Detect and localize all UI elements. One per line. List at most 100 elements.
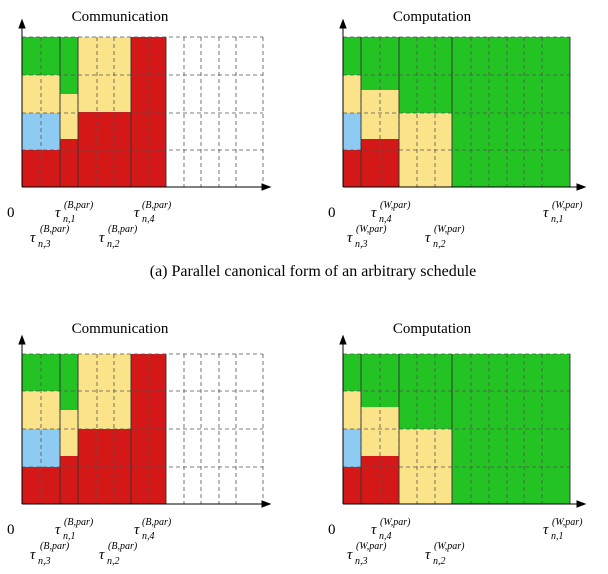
block-red bbox=[60, 139, 78, 187]
computation-panel-a: Computation bbox=[328, 9, 587, 250]
svg-text:(W,par): (W,par) bbox=[434, 541, 465, 552]
svg-text:τ: τ bbox=[134, 205, 140, 221]
svg-text:(B,par): (B,par) bbox=[142, 517, 172, 528]
block-red bbox=[22, 150, 60, 187]
origin-label: 0 bbox=[7, 522, 15, 538]
tau-label-n2-lower: τ n,2 (B,par) bbox=[99, 541, 138, 567]
svg-text:τ: τ bbox=[55, 522, 61, 538]
svg-text:(B,par): (B,par) bbox=[40, 541, 70, 552]
svg-text:n,4: n,4 bbox=[142, 214, 155, 225]
block-borders bbox=[59, 354, 167, 504]
svg-text:(W,par): (W,par) bbox=[356, 541, 387, 552]
block-yellow bbox=[343, 391, 361, 429]
tau-label-n3-lower: τ n,3 (B,par) bbox=[30, 541, 70, 567]
svg-text:τ: τ bbox=[134, 522, 140, 538]
svg-text:(B,par): (B,par) bbox=[108, 541, 138, 552]
panel-title: Communication bbox=[72, 9, 169, 25]
block-green bbox=[60, 354, 78, 410]
communication-panel-a: Communication bbox=[7, 9, 272, 250]
svg-text:τ: τ bbox=[55, 205, 61, 221]
origin-label: 0 bbox=[328, 522, 336, 538]
block-red bbox=[131, 37, 166, 187]
tau-label-n2-lower: τ n,2 (W,par) bbox=[425, 541, 465, 567]
block-green bbox=[452, 37, 570, 187]
svg-text:τ: τ bbox=[425, 230, 431, 246]
svg-text:n,2: n,2 bbox=[433, 556, 446, 567]
schedule-blocks bbox=[343, 37, 570, 187]
panel-title: Communication bbox=[72, 321, 169, 337]
schedule-blocks bbox=[22, 37, 166, 187]
svg-text:(B,par): (B,par) bbox=[108, 224, 138, 235]
caption-a: (a) Parallel canonical form of an arbitr… bbox=[150, 263, 477, 280]
svg-text:(W,par): (W,par) bbox=[380, 517, 411, 528]
svg-text:n,2: n,2 bbox=[433, 239, 446, 250]
block-yellow bbox=[60, 410, 78, 456]
svg-text:(W,par): (W,par) bbox=[552, 517, 583, 528]
block-yellow bbox=[60, 94, 78, 139]
svg-text:τ: τ bbox=[99, 547, 105, 563]
panel-title: Computation bbox=[393, 321, 472, 337]
svg-text:τ: τ bbox=[425, 547, 431, 563]
block-green bbox=[60, 37, 78, 94]
tau-label-n2-lower: τ n,2 (B,par) bbox=[99, 224, 138, 250]
block-red bbox=[22, 467, 60, 504]
tau-label-n1-upper: τ n,1 (W,par) bbox=[543, 200, 583, 225]
block-blue bbox=[343, 429, 361, 467]
computation-panel-b: Computation bbox=[328, 321, 587, 567]
origin-label: 0 bbox=[328, 205, 336, 221]
block-borders bbox=[360, 354, 571, 504]
diagram-a: Communication bbox=[7, 9, 587, 280]
block-blue bbox=[343, 113, 361, 150]
tau-label-n1-upper: τ n,1 (W,par) bbox=[543, 517, 583, 542]
block-red bbox=[343, 150, 361, 187]
svg-text:n,3: n,3 bbox=[38, 239, 51, 250]
svg-text:n,4: n,4 bbox=[379, 214, 392, 225]
diagram-b: Communication bbox=[7, 321, 587, 567]
tau-label-n2-lower: τ n,2 (W,par) bbox=[425, 224, 465, 250]
panel-title: Computation bbox=[393, 9, 472, 25]
svg-text:τ: τ bbox=[347, 230, 353, 246]
communication-panel-b: Communication bbox=[7, 321, 272, 567]
svg-text:(B,par): (B,par) bbox=[142, 200, 172, 211]
svg-text:n,1: n,1 bbox=[551, 214, 564, 225]
schedule-blocks bbox=[22, 354, 166, 504]
svg-text:n,3: n,3 bbox=[38, 556, 51, 567]
svg-text:n,3: n,3 bbox=[355, 556, 368, 567]
svg-text:n,4: n,4 bbox=[142, 531, 155, 542]
svg-text:(W,par): (W,par) bbox=[552, 200, 583, 211]
block-red bbox=[78, 429, 131, 504]
block-borders bbox=[59, 37, 167, 187]
svg-text:(W,par): (W,par) bbox=[380, 200, 411, 211]
svg-text:τ: τ bbox=[347, 547, 353, 563]
axes bbox=[18, 334, 272, 508]
tau-label-n4-upper: τ n,4 (B,par) bbox=[134, 517, 172, 542]
block-red bbox=[343, 467, 361, 504]
block-red bbox=[78, 112, 131, 187]
tau-label-n4-upper: τ n,4 (W,par) bbox=[371, 517, 411, 542]
svg-text:τ: τ bbox=[371, 205, 377, 221]
svg-text:τ: τ bbox=[30, 230, 36, 246]
svg-text:(B,par): (B,par) bbox=[40, 224, 70, 235]
svg-text:n,1: n,1 bbox=[551, 531, 564, 542]
svg-text:τ: τ bbox=[371, 522, 377, 538]
tau-label-n1-upper: τ n,1 (B,par) bbox=[55, 517, 94, 542]
block-green bbox=[343, 354, 361, 391]
svg-text:τ: τ bbox=[30, 547, 36, 563]
axes bbox=[339, 334, 587, 508]
svg-text:n,1: n,1 bbox=[63, 531, 76, 542]
tau-label-n1-upper: τ n,1 (B,par) bbox=[55, 200, 94, 225]
tau-label-n3-lower: τ n,3 (W,par) bbox=[347, 541, 387, 567]
svg-text:τ: τ bbox=[543, 205, 549, 221]
svg-text:n,2: n,2 bbox=[107, 239, 120, 250]
axes bbox=[339, 18, 587, 191]
svg-text:τ: τ bbox=[99, 230, 105, 246]
svg-text:τ: τ bbox=[543, 522, 549, 538]
tau-label-n3-lower: τ n,3 (B,par) bbox=[30, 224, 70, 250]
block-borders bbox=[360, 37, 571, 187]
svg-text:n,1: n,1 bbox=[63, 214, 76, 225]
svg-text:(W,par): (W,par) bbox=[434, 224, 465, 235]
block-yellow bbox=[399, 429, 452, 504]
block-green bbox=[22, 37, 60, 75]
svg-text:n,3: n,3 bbox=[355, 239, 368, 250]
